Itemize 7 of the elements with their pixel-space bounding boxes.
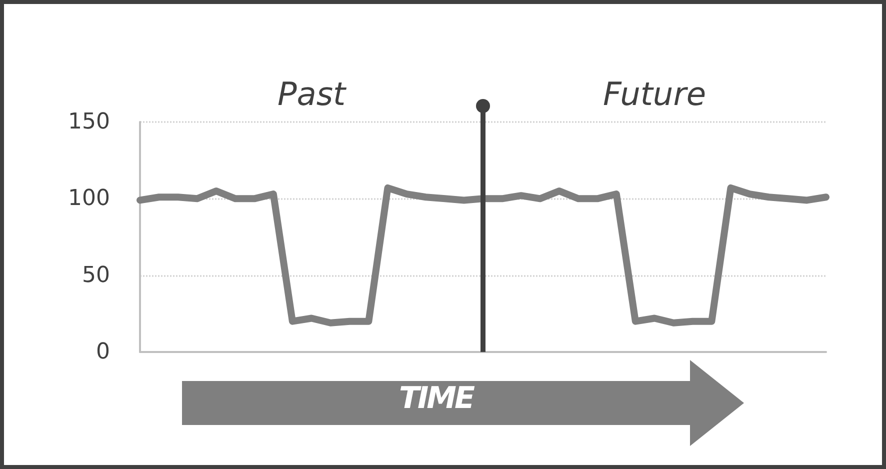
y-tick-label: 150 (68, 110, 110, 134)
y-tick-label: 50 (82, 262, 110, 288)
text: Past (277, 75, 348, 113)
y-tick-label: 100 (68, 186, 110, 212)
y-tick-label: 0 (96, 340, 110, 364)
text: Future (602, 75, 706, 113)
x-axis-title: TIME (398, 381, 474, 418)
